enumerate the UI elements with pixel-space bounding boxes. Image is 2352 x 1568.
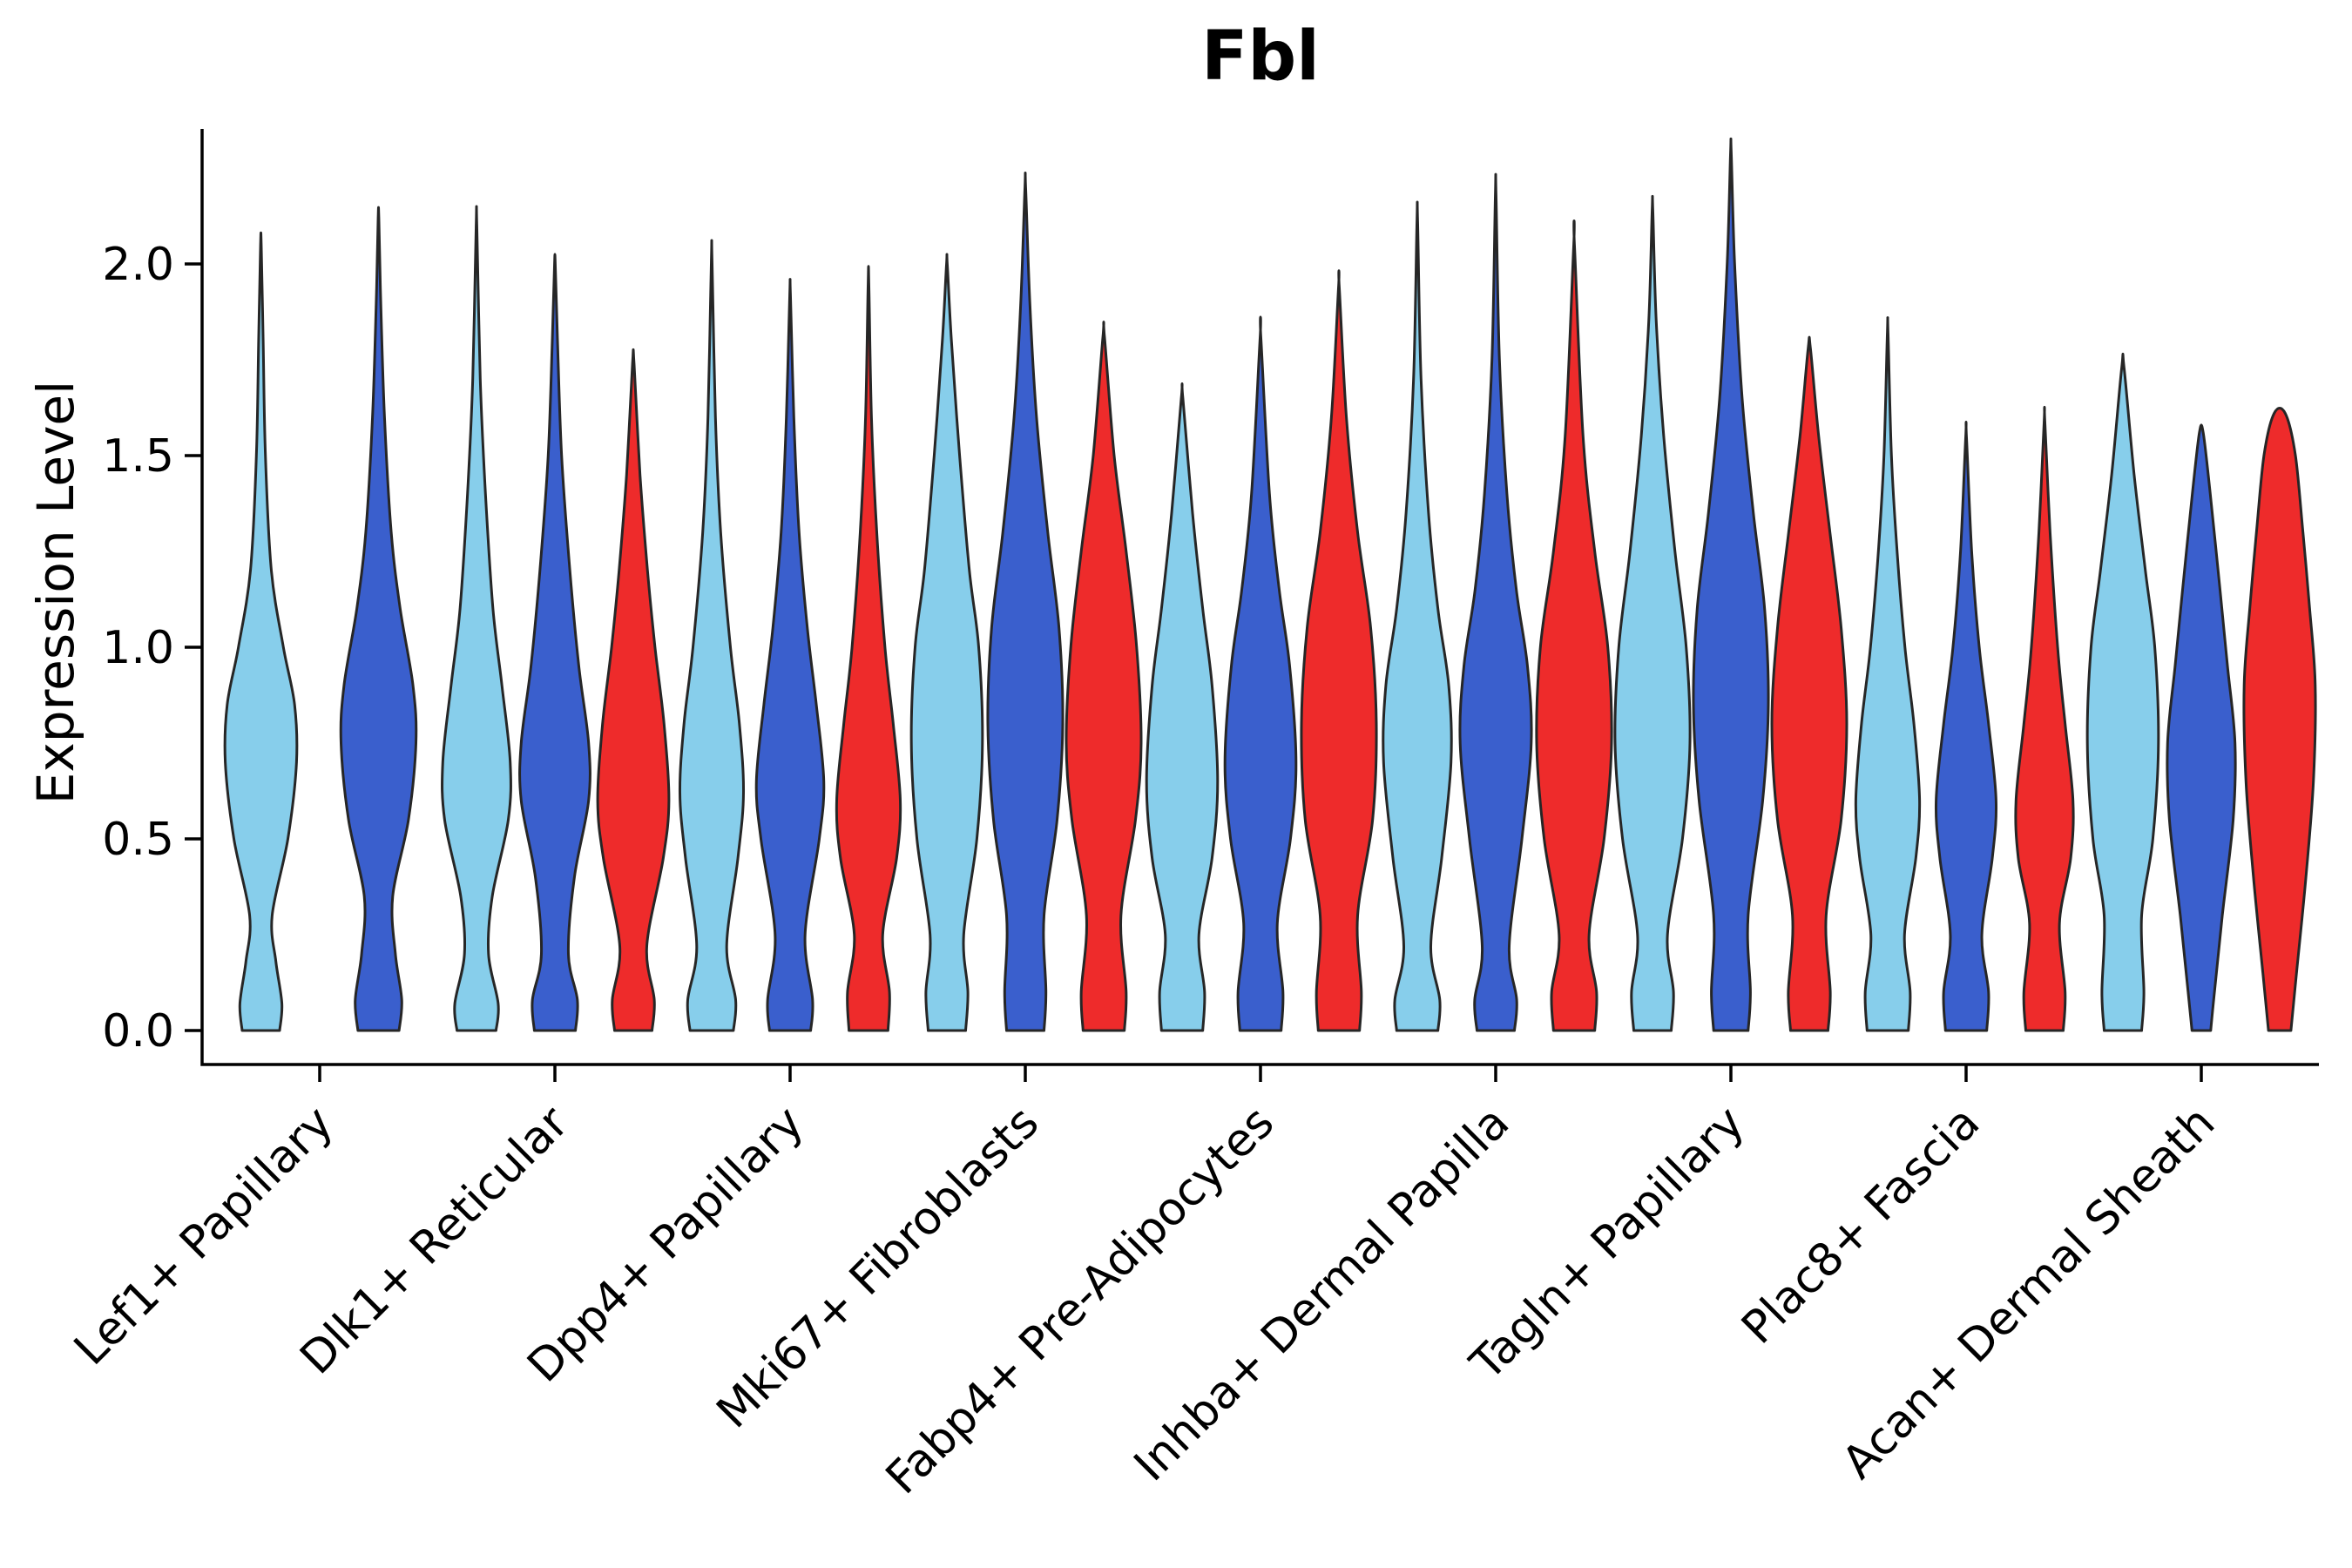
violin-inhba+-dermal-papilla-red — [1535, 220, 1613, 1032]
violin-inhba+-dermal-papilla-royal-blue — [1458, 172, 1533, 1032]
violin-plac8+-fascia-red — [2014, 405, 2075, 1032]
violin-dpp4+-papillary-light-blue — [678, 239, 746, 1032]
violin-fabp4+-pre-adipocytes-red — [1300, 269, 1378, 1032]
violin-tagln+-papillary-light-blue — [1613, 194, 1692, 1032]
violin-plac8+-fascia-royal-blue — [1934, 421, 1998, 1032]
violin-lef1+-papillary-light-blue — [223, 231, 299, 1032]
violin-fabp4+-pre-adipocytes-royal-blue — [1223, 315, 1298, 1032]
chart-title: Fbl — [1201, 17, 1320, 96]
y-tick-label: 1.5 — [102, 430, 174, 483]
y-tick-label: 0.0 — [102, 1005, 174, 1058]
violin-fabp4+-pre-adipocytes-light-blue — [1145, 382, 1220, 1032]
violin-dlk1+-reticular-light-blue — [441, 205, 512, 1032]
y-tick-label: 1.0 — [102, 622, 174, 674]
violin-lef1+-papillary-royal-blue — [339, 206, 418, 1032]
violin-dlk1+-reticular-royal-blue — [518, 253, 591, 1032]
violin-tagln+-papillary-red — [1770, 335, 1848, 1032]
violin-tagln+-papillary-royal-blue — [1692, 137, 1770, 1032]
x-category-label: Fabp4+ Pre-Adipocytes — [876, 1097, 1284, 1504]
x-category-label: Inhba+ Dermal Papilla — [1125, 1097, 1519, 1491]
violin-dpp4+-papillary-royal-blue — [754, 278, 826, 1032]
violin-dpp4+-papillary-red — [835, 265, 902, 1032]
y-tick-label: 2.0 — [102, 239, 174, 291]
violin-acan+-dermal-sheath-light-blue — [2085, 352, 2160, 1032]
violin-dlk1+-reticular-red — [596, 348, 671, 1032]
x-category-label: Lef1+ Papillary — [64, 1097, 343, 1375]
violin-acan+-dermal-sheath-royal-blue — [2166, 423, 2237, 1032]
violin-inhba+-dermal-papilla-light-blue — [1382, 200, 1453, 1032]
violin-mki67+-fibroblasts-royal-blue — [986, 172, 1064, 1032]
violin-mki67+-fibroblasts-red — [1064, 321, 1143, 1032]
violin-acan+-dermal-sheath-red — [2242, 407, 2317, 1032]
x-category-label: Acan+ Dermal Sheath — [1833, 1097, 2226, 1490]
axes-spines — [200, 129, 2319, 1066]
x-category-label: Plac8+ Fascia — [1732, 1097, 1990, 1355]
violin-plac8+-fascia-light-blue — [1854, 316, 1922, 1032]
violin-mki67+-fibroblasts-light-blue — [909, 253, 984, 1032]
y-tick-label: 0.5 — [102, 814, 174, 866]
